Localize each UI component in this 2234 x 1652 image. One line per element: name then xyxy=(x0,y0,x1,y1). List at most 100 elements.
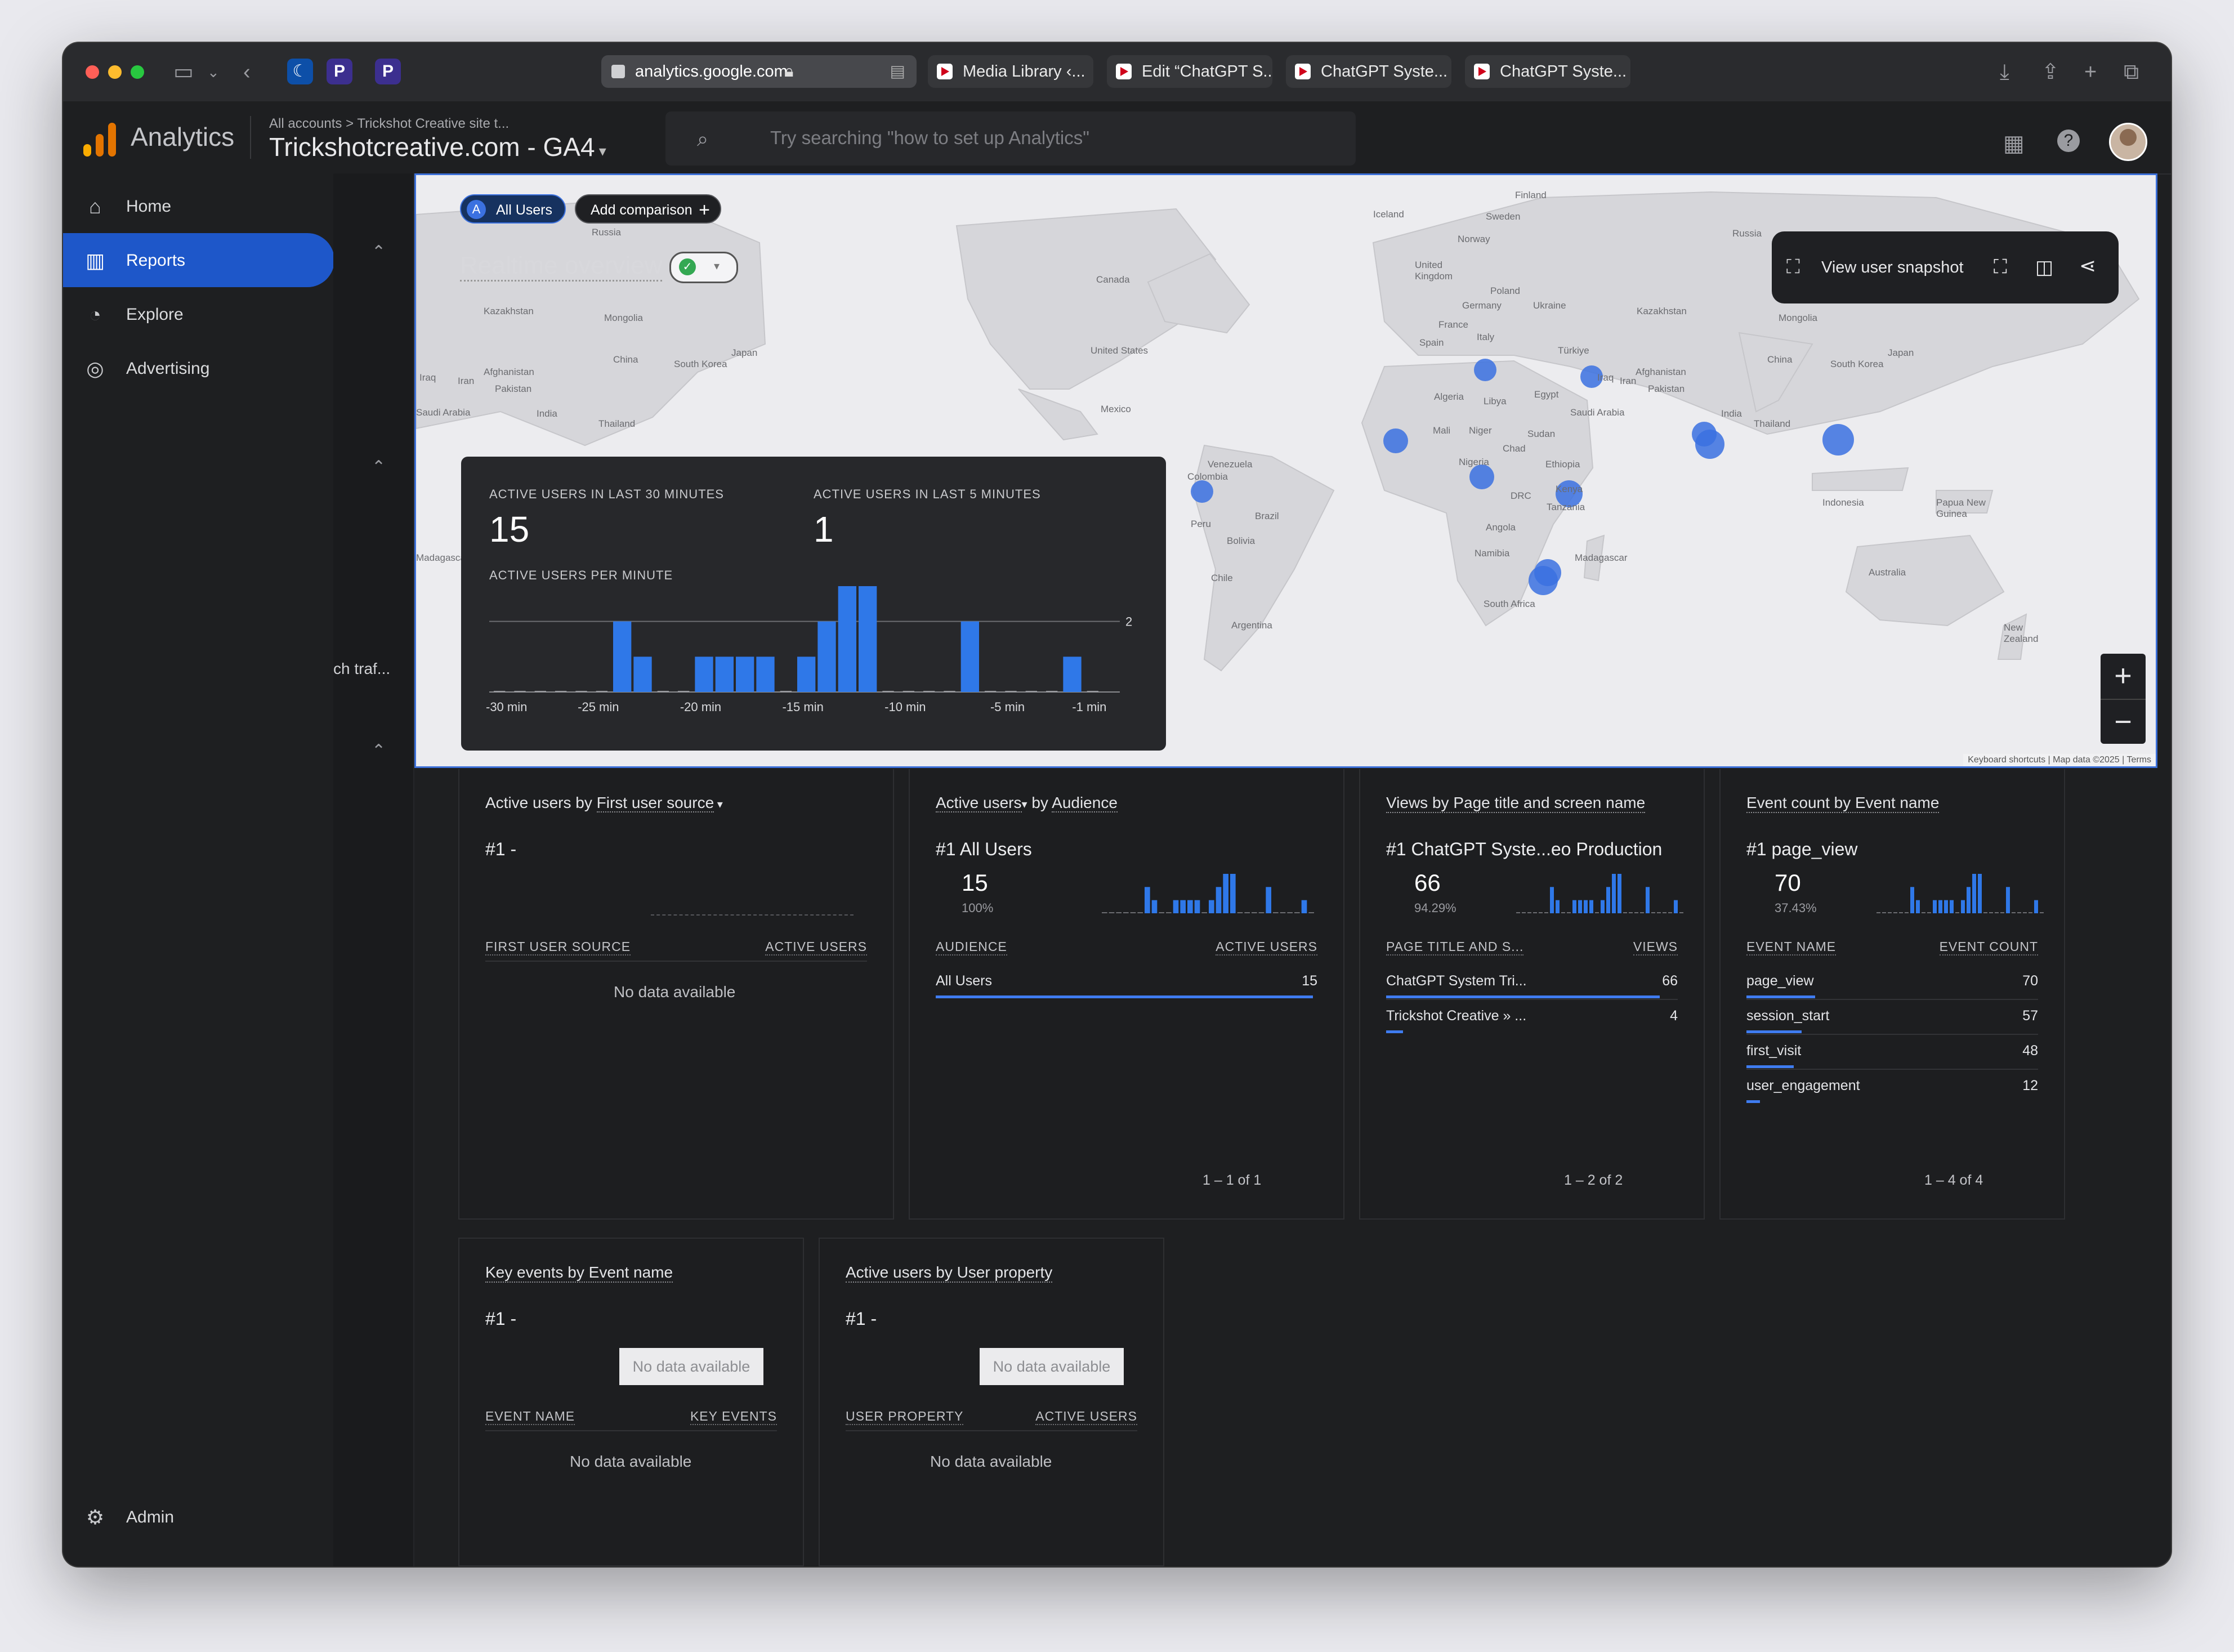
table-row-label[interactable]: All Users xyxy=(936,973,993,989)
minimize-window-button[interactable] xyxy=(108,65,122,79)
breadcrumb[interactable]: All accounts > Trickshot Creative site t… xyxy=(269,116,510,131)
sidebar-item-reports[interactable]: ▥ Reports xyxy=(63,233,334,287)
column-header[interactable]: ACTIVE USERS xyxy=(1216,939,1317,956)
card-metric-picker[interactable]: Active users xyxy=(936,794,1022,812)
browser-tab[interactable]: ChatGPT Syste... xyxy=(1465,55,1630,88)
avatar[interactable] xyxy=(2109,123,2147,161)
column-header[interactable]: PAGE TITLE AND S... xyxy=(1386,939,1524,956)
browser-tab[interactable]: Media Library ‹... xyxy=(928,55,1093,88)
collapse-nav-icon[interactable]: ‹ xyxy=(365,1561,372,1566)
bar[interactable] xyxy=(960,621,979,692)
share-icon[interactable]: ⇪ xyxy=(2041,60,2059,84)
bar[interactable] xyxy=(1063,657,1082,692)
segment-chip-all-users[interactable]: A All Users xyxy=(460,194,566,224)
column-header[interactable]: ACTIVE USERS xyxy=(765,939,867,956)
bar[interactable] xyxy=(817,621,836,692)
bar[interactable] xyxy=(633,657,652,692)
card-title[interactable]: Views by Page title and screen name xyxy=(1386,794,1646,813)
fullscreen-icon[interactable]: ⛶ xyxy=(1994,256,2007,278)
reader-icon[interactable]: ▤ xyxy=(890,62,905,81)
card-dimension-picker[interactable]: Audience xyxy=(1052,794,1118,812)
add-comparison-button[interactable]: Add comparison + xyxy=(575,194,721,224)
card-title[interactable]: Active users by User property xyxy=(846,1263,1053,1283)
table-row-value: 66 xyxy=(1662,973,1678,989)
new-tab-icon[interactable]: + xyxy=(2084,60,2097,84)
view-user-snapshot-button[interactable]: View user snapshot xyxy=(1821,258,1964,276)
table-row-label[interactable]: ChatGPT System Tri... xyxy=(1386,973,1527,989)
share-icon[interactable]: ⋖ xyxy=(2079,254,2097,277)
sidebar-item-advertising[interactable]: ◎ Advertising xyxy=(63,341,333,395)
compare-icon[interactable]: ◫ xyxy=(2035,257,2054,278)
card-title[interactable]: Active users▾ by Audience xyxy=(936,794,1118,812)
table-row-label[interactable]: page_view xyxy=(1746,973,1814,989)
sidebar-item-home[interactable]: ⌂ Home xyxy=(63,179,333,233)
sidebar-toggle-icon[interactable]: ▭ xyxy=(173,60,194,84)
extension-p2-icon[interactable]: P xyxy=(375,59,401,84)
table-row-label[interactable]: user_engagement xyxy=(1746,1078,1860,1093)
per-minute-chart[interactable]: 2 -30 min -25 min -20 min -15 min -10 min -5 m… xyxy=(461,457,1166,751)
column-header[interactable]: VIEWS xyxy=(1633,939,1678,956)
column-header[interactable]: EVENT NAME xyxy=(1746,939,1837,956)
chevron-up-icon[interactable]: ⌃ xyxy=(372,243,386,261)
tab-label: ChatGPT Syste... xyxy=(1321,62,1448,81)
table-row-label[interactable]: Trickshot Creative » ... xyxy=(1386,1008,1527,1024)
table-row-label[interactable]: first_visit xyxy=(1746,1043,1802,1059)
bar[interactable] xyxy=(695,657,713,692)
analytics-logo-icon[interactable] xyxy=(83,123,117,157)
chevron-up-icon[interactable]: ⌃ xyxy=(372,458,386,476)
column-header[interactable]: EVENT COUNT xyxy=(1939,939,2038,956)
sidebar-item-label: Reports xyxy=(126,251,186,270)
back-icon[interactable]: ‹ xyxy=(243,60,251,84)
column-header[interactable]: AUDIENCE xyxy=(936,939,1007,956)
zoom-out-button[interactable]: − xyxy=(2114,705,2132,739)
map-attribution[interactable]: Keyboard shortcuts | Map data ©2025 | Te… xyxy=(1963,754,2156,766)
bar[interactable] xyxy=(756,657,775,692)
spark-bar xyxy=(1578,900,1582,913)
bar[interactable] xyxy=(859,586,877,692)
search-placeholder: Try searching "how to set up Analytics" xyxy=(770,127,1089,148)
extension-p-icon[interactable]: P xyxy=(327,59,352,84)
extension-icon[interactable]: ☾ xyxy=(287,59,313,84)
browser-tab[interactable]: ChatGPT Syste... xyxy=(1286,55,1451,88)
column-header[interactable]: FIRST USER SOURCE xyxy=(485,939,631,956)
card-title[interactable]: Event count by Event name xyxy=(1746,794,1940,813)
realtime-map[interactable]: Finland Sweden Iceland Norway Russia Rus… xyxy=(414,173,2157,768)
sidebar-item-admin[interactable]: ⚙ Admin xyxy=(63,1490,333,1544)
zoom-in-button[interactable]: + xyxy=(2101,654,2146,700)
chevron-up-icon[interactable]: ⌃ xyxy=(372,742,386,760)
country-label: Argentina xyxy=(1231,620,1272,631)
card-title[interactable]: Active users by First user source ▾ xyxy=(485,794,723,812)
data-quality-badge[interactable]: ✓ ▾ xyxy=(669,252,738,283)
country-label: Russia xyxy=(592,227,621,238)
bar[interactable] xyxy=(736,657,754,692)
apps-grid-icon[interactable]: ▦ xyxy=(2003,131,2025,156)
column-header[interactable]: USER PROPERTY xyxy=(846,1409,964,1425)
spark-bar xyxy=(1606,887,1610,913)
download-icon[interactable]: ⤓ xyxy=(2000,60,2009,84)
browser-tab[interactable]: Edit “ChatGPT S... xyxy=(1107,55,1272,88)
card-dimension-picker[interactable]: First user source xyxy=(596,794,714,812)
bar[interactable] xyxy=(613,621,632,692)
column-header[interactable]: EVENT NAME xyxy=(485,1409,575,1425)
table-row-value: 48 xyxy=(2022,1043,2038,1059)
bar[interactable] xyxy=(715,657,734,692)
table-row-label[interactable]: session_start xyxy=(1746,1008,1830,1024)
sidebar-item-explore[interactable]: ◔ Explore xyxy=(63,287,333,341)
spark-bar xyxy=(1201,912,1207,913)
help-icon[interactable]: ? xyxy=(2057,130,2080,152)
zoom-window-button[interactable] xyxy=(131,65,144,79)
search-input[interactable]: ⌕ Try searching "how to set up Analytics… xyxy=(665,111,1356,166)
card-title[interactable]: Key events by Event name xyxy=(485,1263,673,1283)
tab-overview-icon[interactable]: ⧉ xyxy=(2124,60,2139,84)
app-title[interactable]: Analytics xyxy=(131,122,235,151)
subnav-item[interactable]: ch traf... xyxy=(333,660,391,677)
bar[interactable] xyxy=(838,586,856,692)
column-header[interactable]: ACTIVE USERS xyxy=(1035,1409,1137,1425)
property-selector[interactable]: Trickshotcreative.com - GA4 ▾ xyxy=(269,132,606,162)
bar[interactable] xyxy=(797,657,816,692)
close-window-button[interactable] xyxy=(86,65,99,79)
address-bar[interactable]: analytics.google.com 🔒︎ ▤ xyxy=(601,55,917,88)
column-header[interactable]: KEY EVENTS xyxy=(690,1409,777,1425)
map-toolbar: ⛶ View user snapshot ⛶ ◫ ⋖ xyxy=(1772,231,2119,303)
chevron-down-icon[interactable]: ⌄ xyxy=(207,64,220,81)
